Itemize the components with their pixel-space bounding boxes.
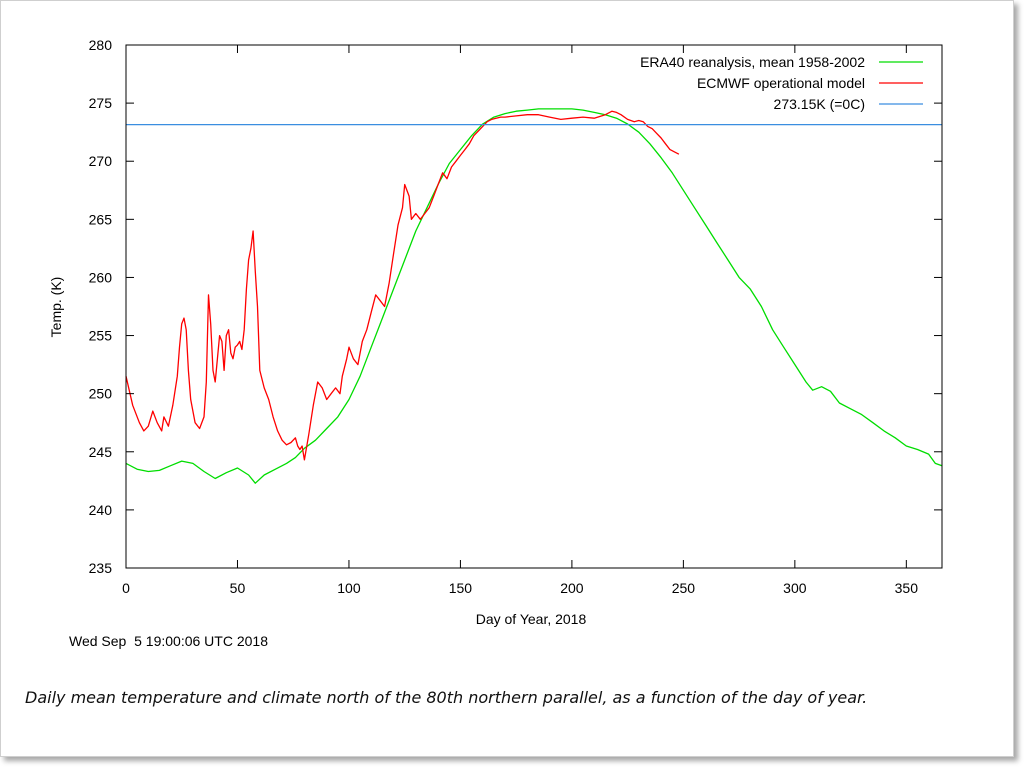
x-axis-label: Day of Year, 2018 [476,611,587,627]
temperature-chart: 0 50 100 150 200 250 300 350 235 240 245 250 255 260 2… [48,37,943,649]
y-tick-label: 260 [89,269,113,285]
legend-entry-label: 273.15K (=0C) [774,96,865,112]
y-tick-label: 240 [89,502,113,518]
y-tick-label: 270 [89,153,113,169]
x-tick-label: 0 [122,580,130,596]
timestamp: Wed Sep 5 19:00:06 UTC 2018 [69,633,268,649]
x-tick-label: 250 [672,580,696,596]
y-tick-label: 265 [89,211,113,227]
y-tick-label: 275 [89,95,113,111]
x-tick-label: 350 [895,580,919,596]
plot-background [126,45,942,568]
x-tick-label: 300 [783,580,807,596]
era40-series-line [125,108,943,484]
series-lines [125,108,943,484]
legend: ERA40 reanalysis, mean 1958-2002 ECMWF op… [640,54,923,112]
y-tick-label: 245 [89,444,113,460]
figure-frame: 0 50 100 150 200 250 300 350 235 240 245 250 255 260 2… [0,0,1014,757]
figure-caption: Daily mean temperature and climate north… [25,688,868,707]
y-tick-label: 255 [89,328,113,344]
x-tick-label: 150 [449,580,473,596]
x-tick-label: 100 [337,580,361,596]
x-tick-label: 50 [230,580,246,596]
y-tick-label: 280 [89,37,113,53]
legend-entry-label: ERA40 reanalysis, mean 1958-2002 [640,54,865,70]
plot-border [125,44,943,569]
ecmwf-series-line [125,110,680,461]
legend-entry-label: ECMWF operational model [697,75,865,91]
y-tick-label: 250 [89,386,113,402]
y-axis-label: Temp. (K) [48,277,64,338]
x-tick-label: 200 [560,580,584,596]
plot-area [125,44,943,569]
y-tick-label: 235 [89,560,113,576]
axes: 0 50 100 150 200 250 300 350 235 240 245 250 255 260 2… [89,37,942,596]
